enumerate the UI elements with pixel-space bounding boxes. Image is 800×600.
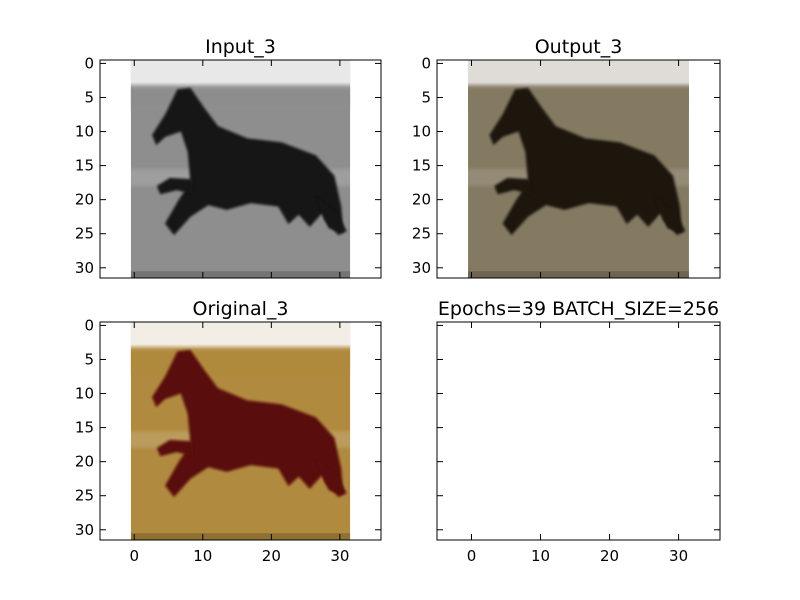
y-tick-label: 30 [75,259,94,277]
subplot-1: Input_3 0 5 10 15 20 25 30 [75,36,382,279]
x-tick-label: 30 [669,547,688,565]
y-tick-label: 20 [75,191,94,209]
y-tick-label: 5 [421,88,431,106]
axes-frame-3 [99,321,382,541]
y-tick-label: 15 [75,419,94,437]
y-tick-label: 15 [75,157,94,175]
image-2 [468,60,689,278]
y-tick-label: 15 [412,157,431,175]
x-tick-label: 30 [330,547,349,565]
x-tick-label: 10 [193,547,212,565]
subplot-3: Original_3 0 5 10 15 20 25 30 0 10 20 30 [75,298,382,565]
y-tick-label: 5 [84,350,94,368]
panels: Input_3051015202530Output_3051015202530O… [75,36,721,565]
y-tick-label: 0 [84,54,94,72]
x-tick-label: 0 [467,547,477,565]
subplot-title-3: Original_3 [193,298,289,320]
y-tick-label: 10 [75,123,94,141]
subplot-4: Epochs=39 BATCH_SIZE=256 0 10 20 30 [436,298,721,565]
x-tick-label: 10 [531,547,550,565]
x-tick-label: 0 [129,547,139,565]
subplot-title-2: Output_3 [535,36,623,58]
axes-frame-1 [99,59,382,279]
y-tick-label: 20 [412,191,431,209]
subplot-title-4: Epochs=39 BATCH_SIZE=256 [438,298,719,320]
axes-frame-4 [436,321,721,541]
y-tick-label: 5 [84,88,94,106]
y-tick-label: 25 [412,225,431,243]
x-tick-label: 20 [600,547,619,565]
y-tick-label: 30 [412,259,431,277]
y-tick-label: 20 [75,453,94,471]
y-tick-label: 0 [84,316,94,334]
y-tick-label: 0 [421,54,431,72]
y-tick-label: 25 [75,487,94,505]
image-3 [130,322,351,540]
x-tick-label: 20 [262,547,281,565]
axes-frame-2 [436,59,721,279]
y-tick-label: 10 [412,123,431,141]
y-tick-label: 25 [75,225,94,243]
subplot-title-1: Input_3 [205,36,276,58]
y-tick-label: 30 [75,521,94,539]
subplot-2: Output_3 0 5 10 15 20 25 30 [412,36,721,279]
image-1 [130,60,351,278]
y-tick-label: 10 [75,385,94,403]
